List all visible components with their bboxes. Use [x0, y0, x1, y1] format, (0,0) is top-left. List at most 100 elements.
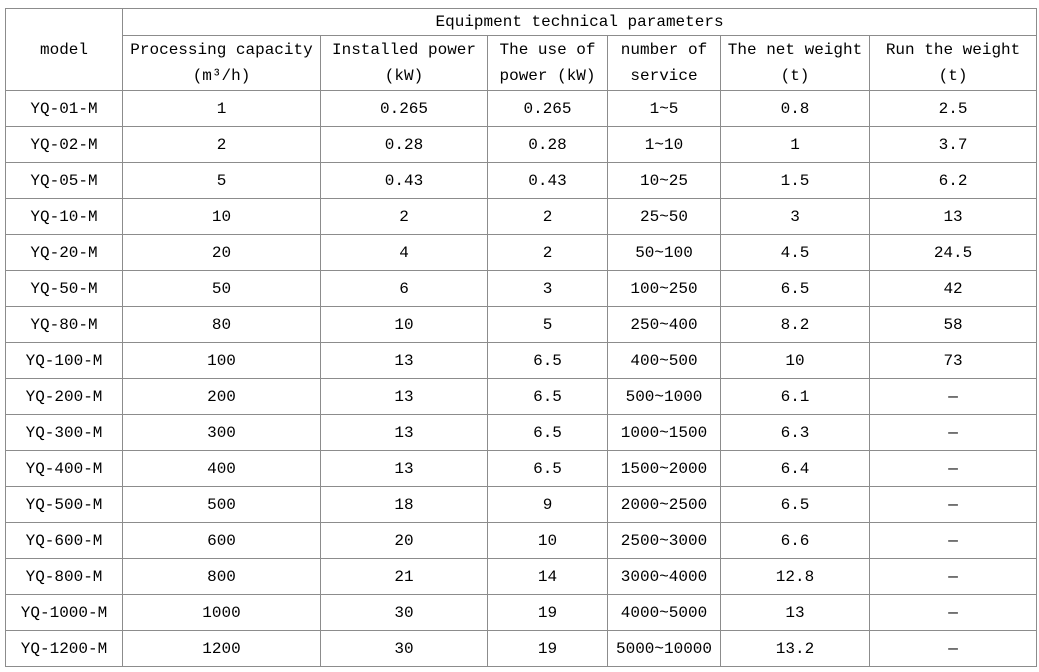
- header-line-1: The use of: [499, 41, 596, 59]
- table-cell: 0.8: [720, 90, 870, 127]
- table-cell: 13: [320, 450, 488, 487]
- header-line-2: power (kW): [499, 67, 596, 85]
- table-cell: 1200: [122, 630, 321, 667]
- table-cell: 6.1: [720, 378, 870, 415]
- table-cell: 1000: [122, 594, 321, 631]
- table-cell: —: [868, 594, 1038, 631]
- model-cell: YQ-20-M: [5, 234, 123, 271]
- header-line-2: (t): [938, 67, 968, 85]
- table-row: YQ-300-M 300 13 6.5 1000~1500 6.3 —: [5, 414, 1038, 451]
- table-cell: 42: [868, 270, 1038, 307]
- table-cell: 30: [320, 630, 488, 667]
- table-cell: 8.2: [720, 306, 870, 343]
- table-cell: 2: [320, 198, 488, 235]
- col-header-number-of-service: number of service: [607, 35, 721, 91]
- table-cell: 6.5: [720, 486, 870, 523]
- table-cell: 25~50: [607, 198, 721, 235]
- table-header: model Equipment technical parameters Pro…: [5, 8, 1038, 91]
- table-cell: 19: [487, 630, 608, 667]
- table-body: YQ-01-M 1 0.265 0.265 1~5 0.8 2.5 YQ-02-…: [5, 90, 1038, 667]
- table-cell: 19: [487, 594, 608, 631]
- model-cell: YQ-10-M: [5, 198, 123, 235]
- table-cell: 2000~2500: [607, 486, 721, 523]
- table-cell: 13: [320, 414, 488, 451]
- header-line-2: (t): [780, 67, 810, 85]
- table-cell: 50: [122, 270, 321, 307]
- table-cell: 24.5: [868, 234, 1038, 271]
- table-cell: 6.3: [720, 414, 870, 451]
- table-cell: 1: [720, 126, 870, 163]
- table-row: YQ-400-M 400 13 6.5 1500~2000 6.4 —: [5, 450, 1038, 487]
- header-line-2: (kW): [384, 67, 424, 85]
- table-row: YQ-05-M 5 0.43 0.43 10~25 1.5 6.2: [5, 162, 1038, 199]
- table-cell: 18: [320, 486, 488, 523]
- table-cell: 10: [320, 306, 488, 343]
- table-row: YQ-100-M 100 13 6.5 400~500 10 73: [5, 342, 1038, 379]
- table-cell: 3: [720, 198, 870, 235]
- col-header-processing-capacity: Processing capacity (m³/h): [122, 35, 321, 91]
- table-cell: 400: [122, 450, 321, 487]
- model-cell: YQ-500-M: [5, 486, 123, 523]
- sub-header-row: Processing capacity (m³/h) Installed pow…: [6, 35, 1038, 91]
- table-cell: 20: [122, 234, 321, 271]
- table-cell: 0.43: [320, 162, 488, 199]
- header-line-1: Installed power: [331, 41, 477, 59]
- model-cell: YQ-400-M: [5, 450, 123, 487]
- table-cell: 800: [122, 558, 321, 595]
- model-cell: YQ-02-M: [5, 126, 123, 163]
- table-cell: 6.5: [487, 378, 608, 415]
- table-cell: 0.28: [320, 126, 488, 163]
- header-line-1: number of: [620, 41, 708, 59]
- table-cell: 6.5: [720, 270, 870, 307]
- table-cell: 250~400: [607, 306, 721, 343]
- col-header-installed-power: Installed power (kW): [320, 35, 488, 91]
- equipment-parameters-table: model Equipment technical parameters Pro…: [5, 8, 1038, 667]
- table-cell: —: [868, 522, 1038, 559]
- table-cell: 5000~10000: [607, 630, 721, 667]
- table-cell: 400~500: [607, 342, 721, 379]
- group-header: Equipment technical parameters: [121, 8, 1038, 36]
- col-header-run-weight: Run the weight (t): [868, 35, 1038, 91]
- table-row: YQ-1200-M 1200 30 19 5000~10000 13.2 —: [5, 630, 1038, 667]
- col-header-net-weight: The net weight (t): [720, 35, 870, 91]
- table-cell: 3: [487, 270, 608, 307]
- header-line-1: The net weight: [727, 41, 863, 59]
- table-row: YQ-80-M 80 10 5 250~400 8.2 58: [5, 306, 1038, 343]
- table-cell: 30: [320, 594, 488, 631]
- table-cell: 2.5: [868, 90, 1038, 127]
- table-cell: 6.4: [720, 450, 870, 487]
- table-cell: 3000~4000: [607, 558, 721, 595]
- table-cell: —: [868, 450, 1038, 487]
- model-cell: YQ-200-M: [5, 378, 123, 415]
- table-cell: 4000~5000: [607, 594, 721, 631]
- model-cell: YQ-05-M: [5, 162, 123, 199]
- table-cell: —: [868, 378, 1038, 415]
- table-cell: 20: [320, 522, 488, 559]
- model-cell: YQ-600-M: [5, 522, 123, 559]
- table-cell: 0.28: [487, 126, 608, 163]
- table-cell: 1.5: [720, 162, 870, 199]
- table-cell: —: [868, 630, 1038, 667]
- table-cell: 13: [868, 198, 1038, 235]
- model-cell: YQ-1200-M: [5, 630, 123, 667]
- table-cell: 300: [122, 414, 321, 451]
- table-cell: 9: [487, 486, 608, 523]
- table-cell: 0.265: [320, 90, 488, 127]
- table-cell: 1500~2000: [607, 450, 721, 487]
- table-cell: 6.5: [487, 342, 608, 379]
- table-cell: —: [868, 486, 1038, 523]
- table-cell: 58: [868, 306, 1038, 343]
- table-cell: 500: [122, 486, 321, 523]
- table-cell: 2500~3000: [607, 522, 721, 559]
- table-cell: 50~100: [607, 234, 721, 271]
- table-cell: 13: [320, 378, 488, 415]
- table-cell: 13: [320, 342, 488, 379]
- table-cell: 10: [720, 342, 870, 379]
- model-cell: YQ-50-M: [5, 270, 123, 307]
- table-row: YQ-50-M 50 6 3 100~250 6.5 42: [5, 270, 1038, 307]
- table-cell: 4.5: [720, 234, 870, 271]
- table-cell: 100~250: [607, 270, 721, 307]
- table-cell: 2: [122, 126, 321, 163]
- table-cell: —: [868, 558, 1038, 595]
- table-row: YQ-10-M 10 2 2 25~50 3 13: [5, 198, 1038, 235]
